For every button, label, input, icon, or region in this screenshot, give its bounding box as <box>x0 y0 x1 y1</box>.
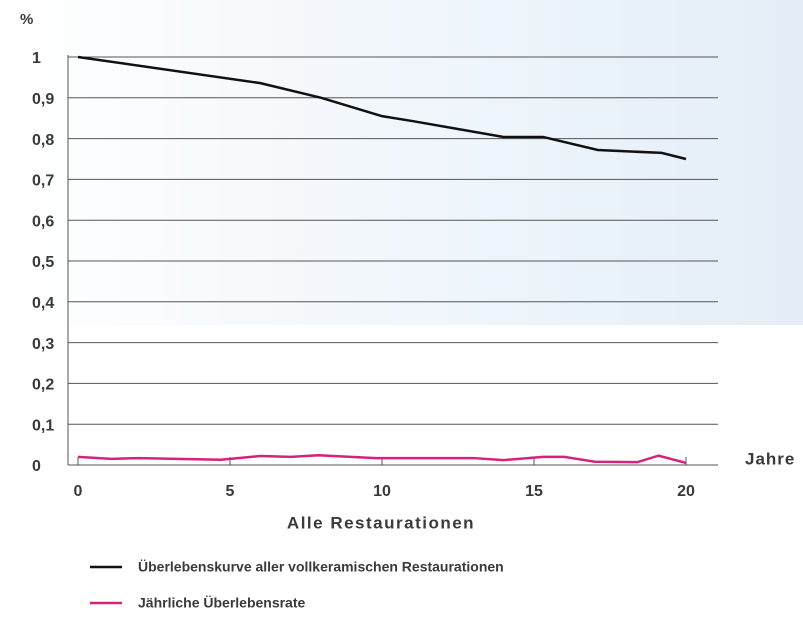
y-tick-label: 0,5 <box>32 254 54 271</box>
background <box>0 0 803 325</box>
legend-label: Jährliche Überlebensrate <box>138 595 306 611</box>
x-tick-label: 20 <box>677 483 695 500</box>
y-axis-label: % <box>20 11 33 28</box>
y-tick-label: 0,9 <box>32 91 54 108</box>
x-tick-label: 0 <box>74 483 83 500</box>
series-line <box>77 55 687 161</box>
y-tick-label: 0,2 <box>32 377 54 394</box>
x-tick-label: 5 <box>226 483 235 500</box>
x-axis-label: Alle Restaurationen <box>287 513 475 532</box>
y-tick-label: 0 <box>32 458 41 475</box>
y-tick-label: 0,6 <box>32 213 54 230</box>
x-tick-label: 15 <box>525 483 543 500</box>
y-tick-label: 0,4 <box>32 295 54 312</box>
background <box>0 325 803 614</box>
y-tick-label: 0,8 <box>32 132 54 149</box>
x-axis-unit: Jahre <box>745 449 795 468</box>
series-line <box>77 453 687 465</box>
legend-label: Überlebenskurve aller vollkeramischen Re… <box>138 559 504 575</box>
y-tick-label: 0,7 <box>32 173 54 190</box>
y-tick-label: 0,3 <box>32 336 54 353</box>
y-tick-label: 1 <box>32 50 41 67</box>
x-tick-label: 10 <box>373 483 391 500</box>
y-tick-label: 0,1 <box>32 417 54 434</box>
